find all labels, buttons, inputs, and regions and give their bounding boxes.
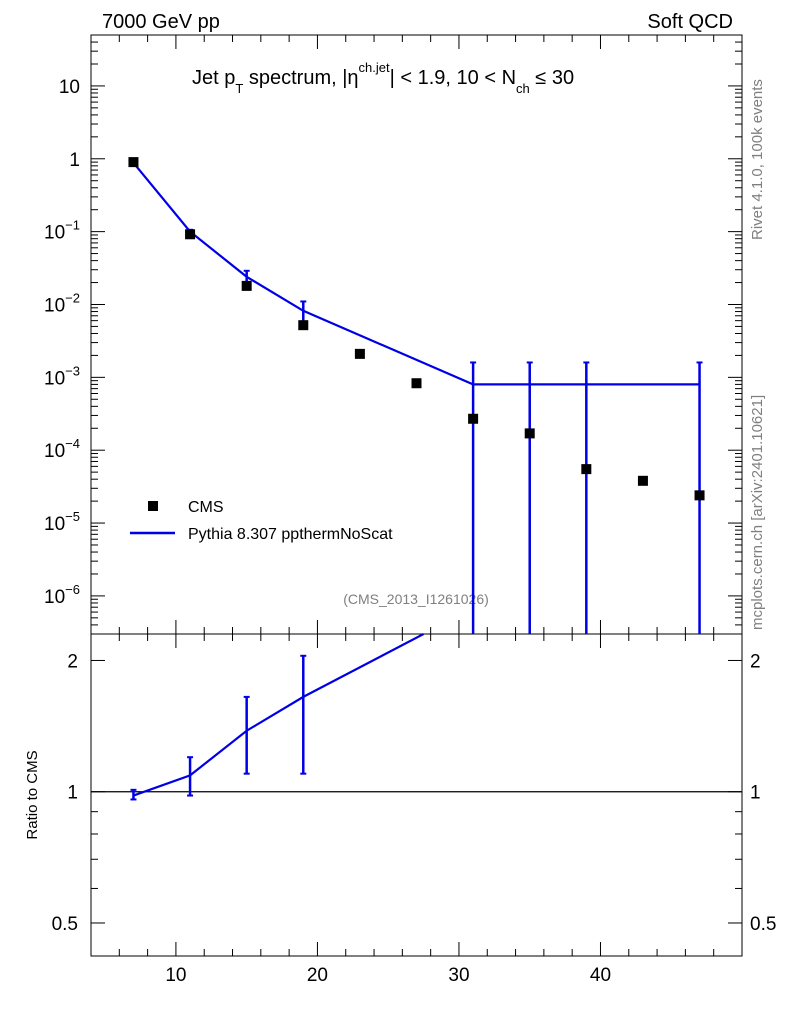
ratio-y-tick-label-left: 1: [67, 783, 78, 804]
cms-data-point: [581, 464, 592, 475]
ratio-y-tick-label-right: 0.5: [750, 914, 776, 935]
cms-data-point: [354, 348, 365, 359]
legend: CMS Pythia 8.307 ppthermNoScat: [130, 499, 393, 543]
y-tick-label: 10−6: [44, 582, 80, 608]
x-tick-label: 10: [165, 965, 186, 986]
main-plot-frame: [90, 34, 743, 635]
rivet-version-label: Rivet 4.1.0, 100k events: [749, 79, 766, 240]
x-tick-label: 40: [590, 965, 611, 986]
cms-data-point: [128, 157, 139, 168]
x-tick-labels: 10 20 30 40: [165, 965, 611, 986]
ratio-y-tick-label-left: 2: [67, 651, 78, 672]
y-tick-label: 10−2: [44, 290, 80, 316]
cms-data-point: [637, 475, 648, 486]
cms-data-point: [241, 280, 252, 291]
cms-data-point: [694, 490, 705, 501]
ratio-line: [133, 633, 425, 797]
y-tick-label: 10−5: [44, 509, 80, 535]
ratio-y-tick-label-right: 1: [750, 783, 761, 804]
mc-series-main: [130, 161, 703, 634]
mc-line: [132, 162, 700, 386]
mcplots-label: mcplots.cern.ch [arXiv:2401.10621]: [749, 395, 766, 630]
x-tick-label: 30: [448, 965, 469, 986]
ratio-y-tick-label-right: 2: [750, 651, 761, 672]
main-y-tick-labels: 10 1 10−1 10−2 10−3 10−4 10−5 10−6: [44, 77, 80, 608]
ratio-y-tick-labels: 2 2 1 1 0.5 0.5: [52, 651, 777, 935]
cms-data-point: [468, 413, 479, 424]
analysis-tag: (CMS_2013_I1261026): [343, 591, 489, 607]
y-tick-label: 1: [69, 150, 80, 171]
main-axis-ticks: [91, 34, 742, 635]
cms-data-point: [524, 428, 535, 439]
header-left: 7000 GeV pp: [102, 11, 220, 33]
mc-series-ratio: [130, 633, 425, 801]
cms-data-point: [298, 320, 309, 331]
legend-cms-marker: [148, 501, 158, 511]
cms-data-series: [128, 157, 705, 501]
legend-pythia-label: Pythia 8.307 ppthermNoScat: [188, 526, 393, 543]
legend-cms-label: CMS: [188, 499, 224, 516]
cms-data-point: [411, 378, 422, 389]
ratio-y-axis-label: Ratio to CMS: [24, 750, 41, 839]
cms-data-point: [185, 229, 196, 240]
ratio-plot-frame: [90, 633, 743, 957]
y-tick-label: 10−3: [44, 363, 80, 389]
y-tick-label: 10: [59, 77, 80, 98]
plot-title: Jet pT spectrum, |ηch.jet| < 1.9, 10 < N…: [192, 60, 574, 96]
header-right: Soft QCD: [647, 11, 733, 33]
x-tick-label: 20: [307, 965, 328, 986]
y-tick-label: 10−4: [44, 436, 80, 462]
y-tick-label: 10−1: [44, 218, 80, 244]
ratio-y-tick-label-left: 0.5: [52, 914, 78, 935]
